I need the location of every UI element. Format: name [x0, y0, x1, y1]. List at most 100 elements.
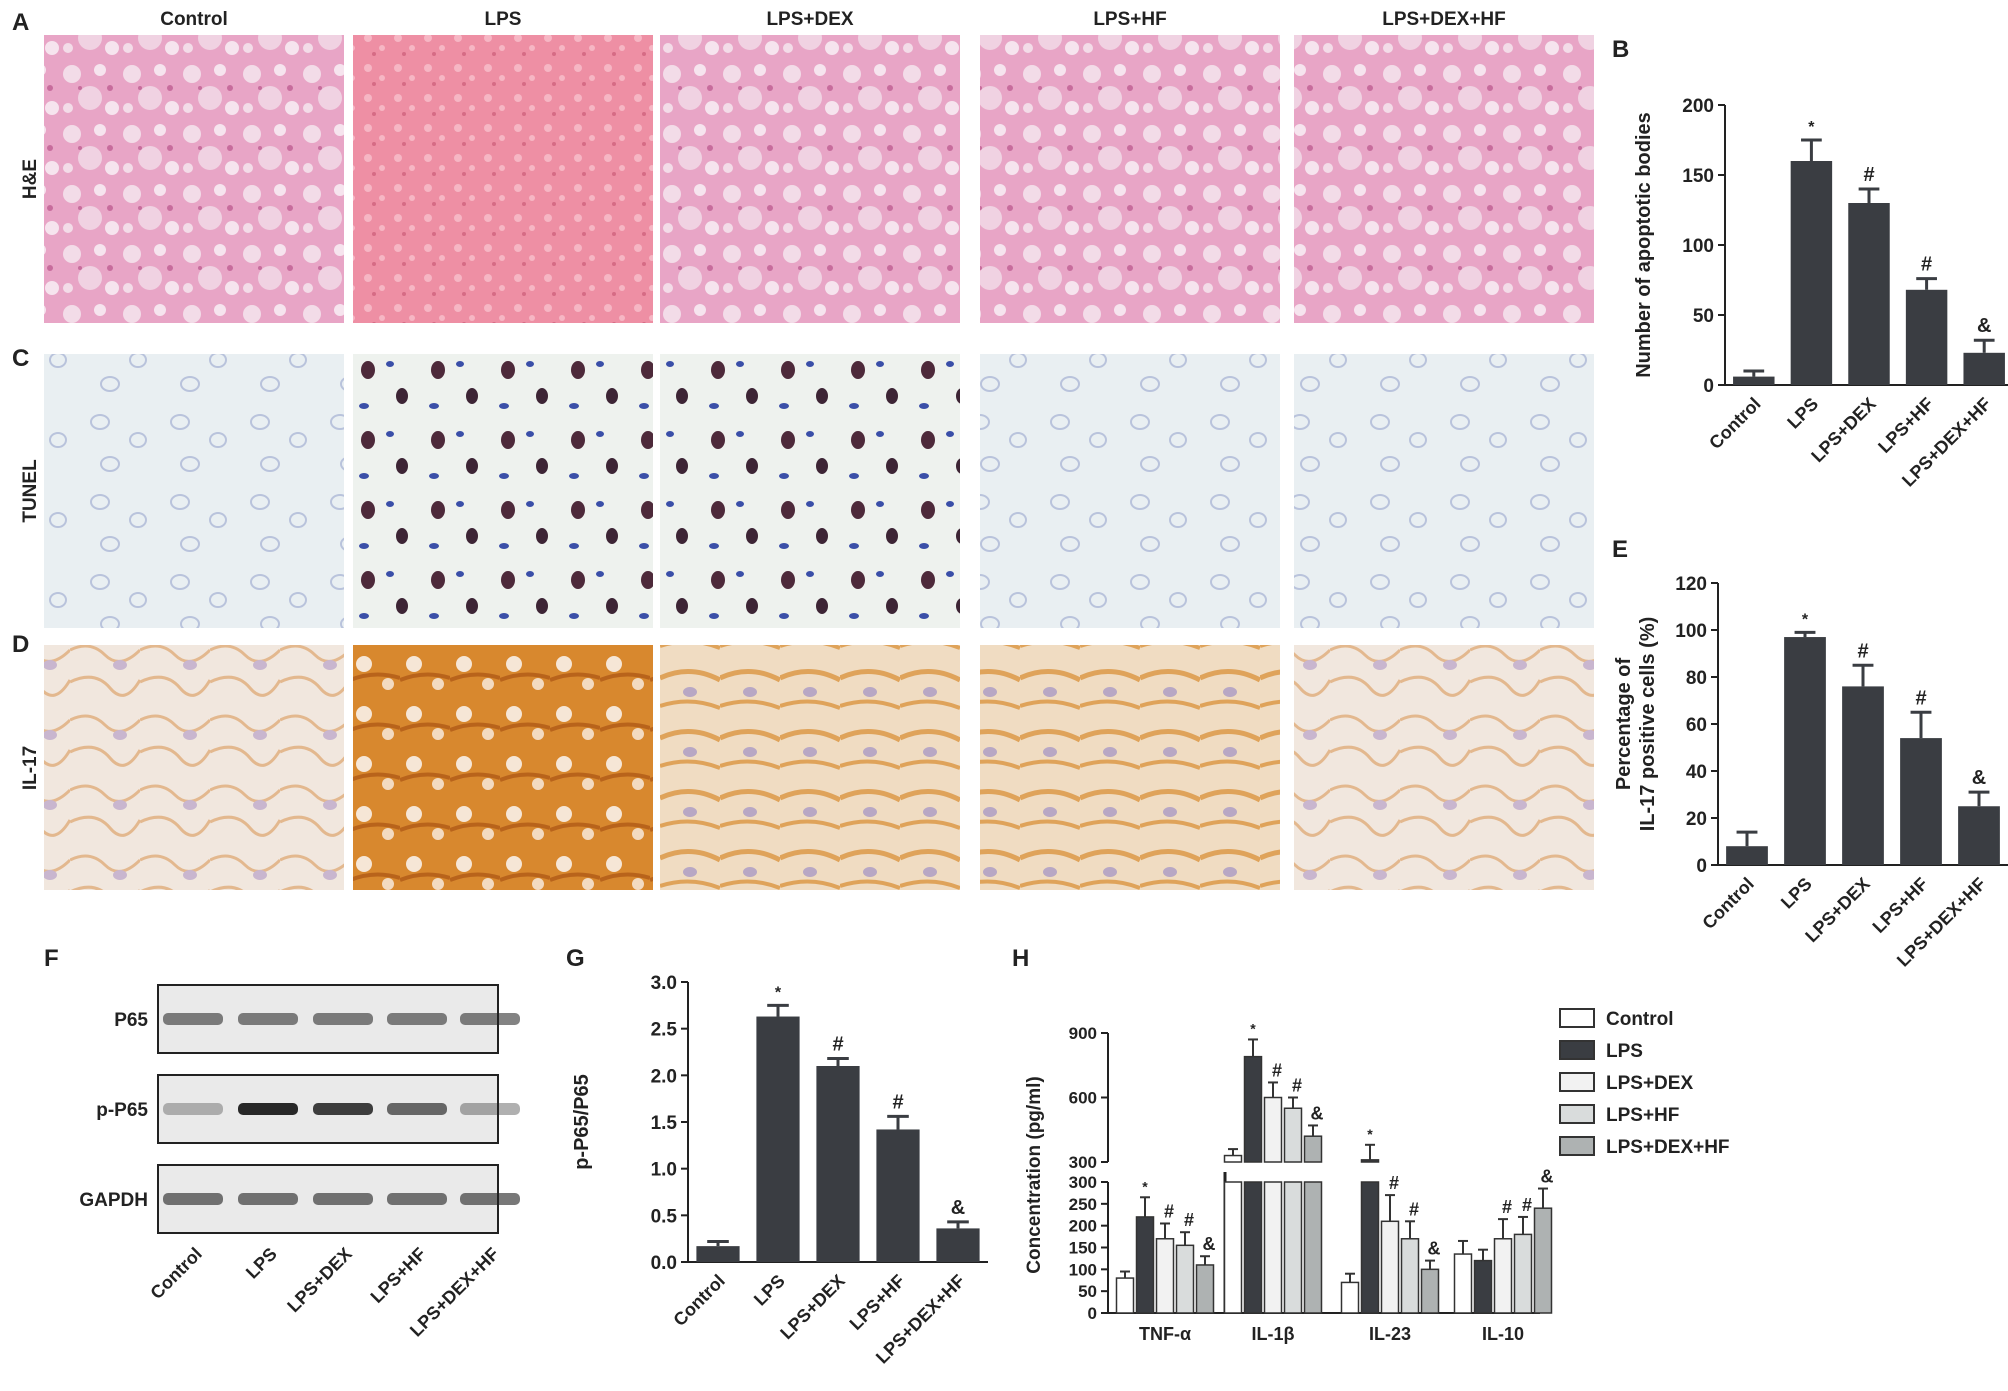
micrograph-he-lps-hf: [980, 35, 1280, 323]
blot-band: [460, 1193, 520, 1205]
bar: [1513, 1233, 1533, 1314]
significance-mark: *: [775, 984, 782, 1001]
bar-upper: [1360, 1159, 1380, 1163]
y-tick-label: 100: [1682, 236, 1714, 257]
significance-mark: #: [1863, 164, 1874, 186]
bar: [1175, 1244, 1195, 1314]
y-tick-label: 1.0: [651, 1160, 677, 1181]
significance-mark: *: [1250, 1020, 1256, 1036]
blot-band: [387, 1013, 447, 1025]
bar: [816, 1066, 860, 1262]
legend-label: LPS+DEX+HF: [1606, 1137, 1730, 1158]
micrograph-tunel-lps: [353, 354, 653, 628]
column-title: LPS: [485, 9, 522, 30]
panel-letter-a: A: [12, 9, 29, 36]
significance-mark: *: [1142, 1178, 1148, 1194]
bar-upper: [1223, 1154, 1243, 1163]
significance-mark: &: [1972, 767, 1986, 789]
significance-mark: *: [1802, 611, 1809, 628]
micrograph-il17-lps-dex-hf: [1294, 645, 1594, 890]
significance-mark: #: [1292, 1076, 1302, 1096]
blot-band: [238, 1193, 298, 1205]
significance-mark: #: [1921, 254, 1932, 276]
legend-swatch: [1559, 1040, 1595, 1060]
micrograph-il17-lps: [353, 645, 653, 890]
chart-g: 0.0 0.5 1.0 1.5 2.0 2.5 3.0 p-P65/P65 Control * LP…: [571, 973, 988, 1368]
x-tick-label: LPS: [750, 1271, 789, 1310]
y-tick-label: 2.0: [651, 1066, 677, 1087]
blot-lane-label: LPS+DEX: [283, 1244, 356, 1317]
y-tick-label: 0.0: [651, 1253, 677, 1274]
legend-label: LPS+DEX: [1606, 1073, 1693, 1094]
y-tick-label: 100: [1675, 621, 1707, 642]
significance-mark: &: [1428, 1239, 1441, 1259]
significance-mark: &: [1311, 1103, 1324, 1123]
x-tick-label: LPS+HF: [846, 1271, 909, 1334]
y-tick-label: 600: [1069, 1089, 1097, 1108]
blot-band: [313, 1013, 373, 1025]
bar: [1473, 1259, 1493, 1314]
bar-upper: [1283, 1107, 1303, 1163]
y-tick-label: 0: [1696, 856, 1707, 877]
bar: [1340, 1281, 1360, 1314]
bar: [1963, 352, 2005, 385]
x-tick-label: Control: [669, 1271, 728, 1330]
y-tick-label: 100: [1069, 1260, 1097, 1279]
y-tick-label: 20: [1686, 809, 1707, 830]
micrograph-tunel-lps-dex-hf: [1294, 354, 1594, 628]
y-tick-label: 200: [1069, 1217, 1097, 1236]
y-tick-label: 0: [1088, 1304, 1097, 1323]
bar: [1115, 1277, 1135, 1314]
bar: [1195, 1264, 1215, 1314]
y-axis-label: Number of apoptotic bodies: [1633, 112, 1655, 378]
bar: [1420, 1268, 1440, 1314]
blot-band: [163, 1193, 223, 1205]
y-tick-label: 0.5: [651, 1206, 678, 1227]
panel-letter-f: F: [44, 945, 59, 972]
significance-mark: #: [1857, 640, 1868, 662]
blot-band: [238, 1103, 298, 1115]
row-label-tunel: TUNEL: [20, 459, 41, 523]
legend-label: Control: [1606, 1009, 1674, 1030]
y-tick-label: 60: [1686, 715, 1707, 736]
blot-band: [313, 1103, 373, 1115]
y-tick-label: 150: [1069, 1239, 1097, 1258]
panel-letter-b: B: [1612, 36, 1629, 63]
bar: [1135, 1216, 1155, 1314]
micrograph-tunel-lps-hf: [980, 354, 1280, 628]
bar: [1790, 161, 1833, 385]
panel-letter-c: C: [12, 345, 29, 372]
blot-band: [460, 1103, 520, 1115]
bar: [1726, 846, 1768, 865]
y-tick-label: 3.0: [651, 973, 677, 994]
bar: [1905, 289, 1948, 385]
x-tick-label: Control: [1698, 874, 1757, 933]
column-title: LPS+DEX+HF: [1382, 9, 1506, 30]
y-tick-label: 50: [1693, 306, 1714, 327]
y-tick-label: 900: [1069, 1024, 1097, 1043]
x-tick-label: IL-23: [1369, 1324, 1411, 1344]
bar-upper: [1303, 1135, 1323, 1163]
significance-mark: #: [1164, 1201, 1174, 1221]
significance-mark: #: [1409, 1199, 1419, 1219]
significance-mark: &: [1203, 1234, 1216, 1254]
x-tick-label: LPS: [1777, 874, 1816, 913]
y-axis-label-line: IL-17 positive cells (%): [1637, 617, 1659, 832]
chart-e: 0 20 40 60 80 100 120 Percentage of IL-17 positi…: [1613, 574, 2008, 971]
blot-band: [163, 1103, 223, 1115]
y-axis-label: Concentration (pg/ml): [1024, 1076, 1045, 1273]
y-tick-label: 0: [1703, 376, 1714, 397]
panel-letter-h: H: [1012, 945, 1029, 972]
blot-band: [387, 1193, 447, 1205]
bar-lower: [1223, 1181, 1243, 1314]
y-tick-label: 300: [1069, 1173, 1097, 1192]
y-tick-label: 300: [1069, 1153, 1097, 1172]
micrograph-il17-control: [44, 645, 344, 890]
bar: [1784, 637, 1826, 865]
legend-swatch: [1559, 1072, 1595, 1092]
legend-label: LPS: [1606, 1041, 1643, 1062]
bar-upper: [1263, 1096, 1283, 1163]
y-tick-label: 200: [1682, 96, 1714, 117]
y-tick-label: 120: [1675, 574, 1707, 595]
